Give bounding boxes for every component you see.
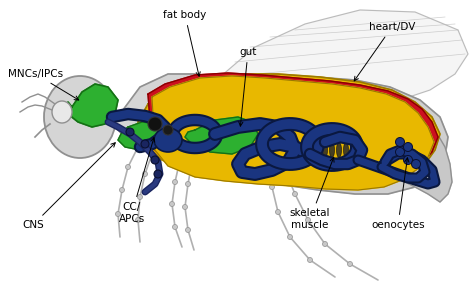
Circle shape xyxy=(148,117,162,131)
Polygon shape xyxy=(152,76,434,190)
Circle shape xyxy=(292,191,298,197)
Text: heart/DV: heart/DV xyxy=(354,22,415,81)
Circle shape xyxy=(411,159,420,169)
Ellipse shape xyxy=(329,143,335,158)
Circle shape xyxy=(151,156,159,164)
Ellipse shape xyxy=(350,143,356,158)
Polygon shape xyxy=(148,73,438,186)
Ellipse shape xyxy=(322,143,328,158)
Circle shape xyxy=(275,210,281,214)
Circle shape xyxy=(347,262,353,266)
Circle shape xyxy=(170,201,174,207)
Polygon shape xyxy=(138,74,440,187)
Circle shape xyxy=(173,224,177,230)
Ellipse shape xyxy=(344,143,348,158)
Ellipse shape xyxy=(154,128,182,152)
Polygon shape xyxy=(185,117,258,154)
Circle shape xyxy=(149,152,155,156)
Text: CNS: CNS xyxy=(22,143,115,230)
Ellipse shape xyxy=(52,101,72,123)
Circle shape xyxy=(163,125,173,135)
Polygon shape xyxy=(118,122,162,150)
Polygon shape xyxy=(198,77,448,194)
Circle shape xyxy=(126,128,134,136)
Circle shape xyxy=(270,185,274,189)
Polygon shape xyxy=(215,87,305,106)
Text: fat body: fat body xyxy=(164,10,207,76)
Text: oenocytes: oenocytes xyxy=(371,158,425,230)
Circle shape xyxy=(136,217,140,223)
Circle shape xyxy=(288,234,292,239)
Circle shape xyxy=(119,188,125,192)
Ellipse shape xyxy=(337,143,341,158)
Circle shape xyxy=(154,170,162,178)
Circle shape xyxy=(141,140,149,148)
Text: gut: gut xyxy=(239,47,257,126)
Polygon shape xyxy=(110,74,220,147)
Circle shape xyxy=(403,156,412,165)
Circle shape xyxy=(185,227,191,233)
Circle shape xyxy=(173,179,177,185)
Circle shape xyxy=(137,194,143,200)
Text: CC/
APCs: CC/ APCs xyxy=(119,138,155,223)
Circle shape xyxy=(143,172,147,176)
Circle shape xyxy=(116,211,120,217)
Circle shape xyxy=(308,258,312,262)
Circle shape xyxy=(306,217,310,223)
Circle shape xyxy=(177,158,182,162)
Circle shape xyxy=(395,147,404,156)
Circle shape xyxy=(322,242,328,246)
Circle shape xyxy=(182,204,188,210)
Ellipse shape xyxy=(44,76,116,158)
Circle shape xyxy=(136,144,140,149)
Text: MNCs/IPCs: MNCs/IPCs xyxy=(8,69,79,100)
Circle shape xyxy=(395,137,404,146)
Polygon shape xyxy=(220,10,468,104)
Circle shape xyxy=(403,143,412,152)
Circle shape xyxy=(126,165,130,169)
Polygon shape xyxy=(65,84,118,127)
Polygon shape xyxy=(405,114,452,202)
Circle shape xyxy=(190,159,194,165)
Text: skeletal
muscle: skeletal muscle xyxy=(290,158,334,230)
Circle shape xyxy=(185,182,191,187)
